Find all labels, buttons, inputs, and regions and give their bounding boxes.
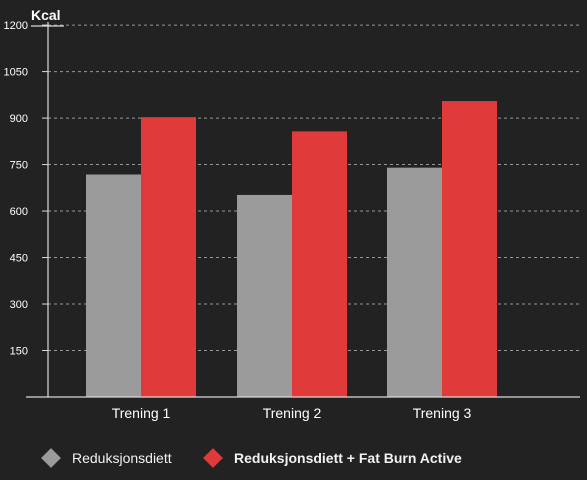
bar-series-1-2 xyxy=(237,194,292,397)
x-tick-label-2: Trening 2 xyxy=(263,405,322,421)
bar-series-2-3 xyxy=(442,101,497,397)
y-tick-label-300: 300 xyxy=(10,299,28,311)
legend-marker-series-2 xyxy=(203,448,223,468)
legend-label-series-2: Reduksjonsdiett + Fat Burn Active xyxy=(234,450,462,466)
y-tick-label-1050: 1050 xyxy=(4,67,28,79)
bar-series-1-1 xyxy=(86,174,141,397)
bar-series-1-3 xyxy=(387,167,442,397)
x-tick-label-3: Trening 3 xyxy=(413,405,472,421)
y-tick-label-450: 450 xyxy=(10,253,28,265)
x-tick-label-1: Trening 1 xyxy=(112,405,171,421)
legend-item-series-2[interactable]: Reduksjonsdiett + Fat Burn Active xyxy=(202,440,462,476)
y-tick-label-900: 900 xyxy=(10,113,28,125)
legend-marker-series-1 xyxy=(41,448,61,468)
legend: Reduksjonsdiett Reduksjonsdiett + Fat Bu… xyxy=(0,440,587,476)
bar-series-2-2 xyxy=(292,131,347,398)
legend-item-series-1[interactable]: Reduksjonsdiett xyxy=(40,440,172,476)
y-tick-label-150: 150 xyxy=(10,346,28,358)
bar-chart-svg: 150 300 450 600 750 900 1050 1200 Trening 1 Treni… xyxy=(4,7,580,421)
y-tick-label-1200: 1200 xyxy=(4,20,28,32)
y-axis-title: Kcal xyxy=(31,7,61,23)
bar-series-2-1 xyxy=(141,117,196,398)
legend-label-series-1: Reduksjonsdiett xyxy=(72,450,172,466)
y-tick-label-750: 750 xyxy=(10,160,28,172)
y-tick-label-600: 600 xyxy=(10,206,28,218)
